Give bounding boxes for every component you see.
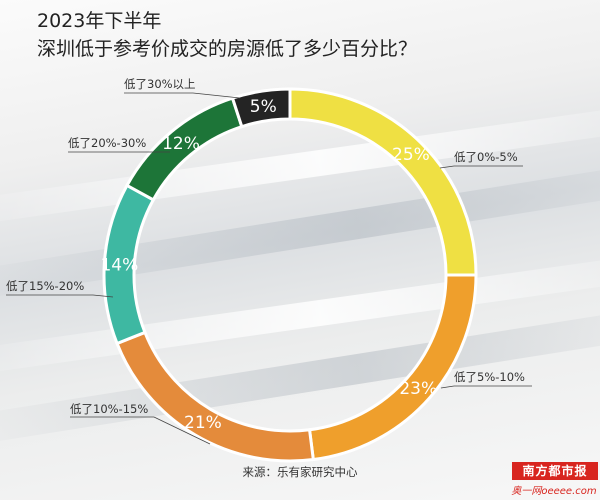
slice-value-label: 23% (399, 379, 437, 399)
donut-slice (230, 87, 292, 129)
donut-slice (307, 273, 478, 462)
slice-value-label: 12% (162, 134, 200, 154)
slice-value-label: 14% (100, 255, 138, 275)
chart-title-line1: 2023年下半年 (37, 10, 162, 32)
newspaper-logo: 南方都市报 (512, 462, 598, 480)
category-label: 低了30%以上 (124, 77, 196, 91)
category-label: 低了10%-15% (70, 402, 148, 416)
leader-line (153, 416, 211, 445)
slice-value-label: 21% (184, 413, 222, 433)
leader-line (92, 294, 114, 298)
category-label: 低了15%-20% (6, 279, 84, 293)
leader-line (192, 92, 241, 99)
leader-line (439, 165, 455, 169)
slice-value-label: 5% (250, 97, 277, 117)
leader-line (440, 385, 455, 389)
source-note: 来源：乐有家研究中心 (242, 465, 358, 479)
chart-title-line2: 深圳低于参考价成交的房源低了多少百分比？ (37, 38, 418, 60)
category-label: 低了0%-5% (454, 150, 518, 164)
category-label: 低了20%-30% (68, 136, 146, 150)
category-label: 低了5%-10% (454, 370, 525, 384)
donut-slice (115, 330, 315, 463)
slice-value-label: 25% (392, 145, 430, 165)
newspaper-logo-subtext: 奥一网oeeee.com (511, 486, 597, 497)
donut-slice (288, 87, 478, 277)
